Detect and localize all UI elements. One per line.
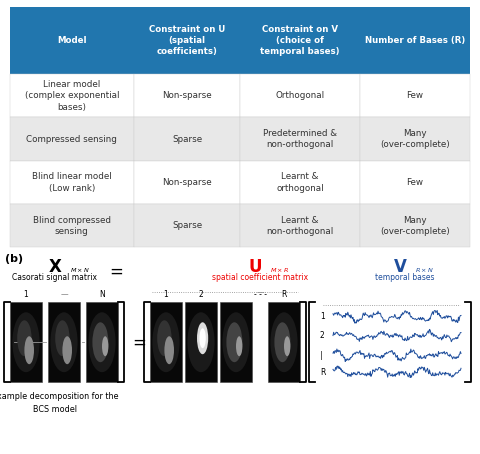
- Bar: [150, 302, 182, 382]
- Text: Many
(over-complete): Many (over-complete): [380, 216, 450, 236]
- Text: temporal bases: temporal bases: [375, 273, 435, 282]
- Text: 1: 1: [24, 290, 28, 299]
- Bar: [360, 204, 470, 247]
- Text: 1: 1: [320, 312, 325, 321]
- Ellipse shape: [88, 312, 116, 372]
- Bar: [360, 74, 470, 118]
- Bar: [134, 161, 240, 204]
- Text: 2: 2: [199, 290, 204, 299]
- Bar: [360, 161, 470, 204]
- Ellipse shape: [17, 320, 32, 356]
- Text: $=$: $=$: [106, 262, 124, 279]
- Text: Sparse: Sparse: [172, 221, 202, 230]
- Ellipse shape: [270, 312, 298, 372]
- Bar: [240, 161, 360, 204]
- Bar: [134, 118, 240, 161]
- Text: $\mathbf{U}$: $\mathbf{U}$: [248, 258, 262, 276]
- Text: Linear model
(complex exponential
bases): Linear model (complex exponential bases): [24, 80, 119, 112]
- Ellipse shape: [227, 322, 242, 362]
- Bar: [48, 302, 80, 382]
- Text: Non-sparse: Non-sparse: [162, 178, 212, 187]
- Ellipse shape: [236, 336, 242, 356]
- Ellipse shape: [62, 336, 72, 364]
- Text: $\mathbf{X}$: $\mathbf{X}$: [48, 258, 62, 276]
- Ellipse shape: [199, 328, 206, 348]
- Ellipse shape: [152, 312, 180, 372]
- Text: spatial coefficient matrix: spatial coefficient matrix: [212, 273, 308, 282]
- Text: —: —: [60, 290, 68, 299]
- Text: Learnt &
non-orthogonal: Learnt & non-orthogonal: [266, 216, 334, 236]
- Text: Non-sparse: Non-sparse: [162, 91, 212, 100]
- Text: Number of Bases (R): Number of Bases (R): [365, 36, 465, 45]
- Text: |: |: [320, 350, 323, 360]
- Ellipse shape: [284, 336, 290, 356]
- Bar: [134, 7, 240, 74]
- Text: $_{M \times N}$: $_{M \times N}$: [70, 266, 90, 276]
- Text: —: —: [256, 288, 264, 297]
- Bar: [10, 204, 134, 247]
- Text: (b): (b): [5, 254, 23, 264]
- Bar: [240, 7, 360, 74]
- Text: R: R: [281, 290, 287, 299]
- Bar: [268, 302, 300, 382]
- Text: $=$: $=$: [129, 333, 147, 351]
- Text: Constraint on U
(spatial
coefficients): Constraint on U (spatial coefficients): [149, 25, 225, 56]
- Bar: [360, 118, 470, 161]
- Bar: [10, 161, 134, 204]
- Ellipse shape: [102, 336, 108, 356]
- Text: Many
(over-complete): Many (over-complete): [380, 129, 450, 149]
- Text: $_{M \times R}$: $_{M \times R}$: [270, 266, 289, 276]
- Text: 2: 2: [320, 331, 325, 340]
- Text: R: R: [320, 368, 325, 377]
- Text: Example decomposition for the
BCS model: Example decomposition for the BCS model: [0, 392, 118, 414]
- Bar: [240, 74, 360, 118]
- Text: Sparse: Sparse: [172, 135, 202, 143]
- Ellipse shape: [12, 312, 39, 372]
- Bar: [360, 7, 470, 74]
- Bar: [10, 7, 134, 74]
- Text: Blind linear model
(Low rank): Blind linear model (Low rank): [32, 172, 112, 192]
- Bar: [185, 302, 217, 382]
- Text: $\mathbf{V}$: $\mathbf{V}$: [393, 258, 408, 276]
- Text: Constraint on V
(choice of
temporal bases): Constraint on V (choice of temporal base…: [260, 25, 340, 56]
- Text: N: N: [99, 290, 105, 299]
- Bar: [240, 118, 360, 161]
- Bar: [134, 74, 240, 118]
- Bar: [86, 302, 118, 382]
- Bar: [240, 204, 360, 247]
- Ellipse shape: [187, 312, 215, 372]
- Text: Casorati signal matrix: Casorati signal matrix: [12, 273, 97, 282]
- Text: Blind compressed
sensing: Blind compressed sensing: [33, 216, 111, 236]
- Ellipse shape: [222, 312, 250, 372]
- Text: Few: Few: [407, 91, 424, 100]
- Text: $_{R \times N}$: $_{R \times N}$: [415, 266, 434, 276]
- Text: Few: Few: [407, 178, 424, 187]
- Ellipse shape: [275, 322, 290, 362]
- Ellipse shape: [197, 322, 208, 354]
- Text: - - -: - - -: [253, 290, 266, 299]
- Ellipse shape: [50, 312, 78, 372]
- Ellipse shape: [55, 320, 70, 356]
- Text: Model: Model: [57, 36, 86, 45]
- Bar: [10, 302, 42, 382]
- Text: Predetermined &
non-orthogonal: Predetermined & non-orthogonal: [263, 129, 337, 149]
- Bar: [134, 204, 240, 247]
- Bar: [315, 302, 465, 382]
- Ellipse shape: [24, 336, 34, 364]
- Text: 1: 1: [164, 290, 168, 299]
- Bar: [220, 302, 252, 382]
- Text: Compressed sensing: Compressed sensing: [26, 135, 117, 143]
- Text: Orthogonal: Orthogonal: [276, 91, 324, 100]
- Bar: [10, 118, 134, 161]
- Ellipse shape: [157, 320, 172, 356]
- Text: Learnt &
orthogonal: Learnt & orthogonal: [276, 172, 324, 192]
- Ellipse shape: [164, 336, 174, 364]
- Bar: [10, 74, 134, 118]
- Ellipse shape: [92, 322, 108, 362]
